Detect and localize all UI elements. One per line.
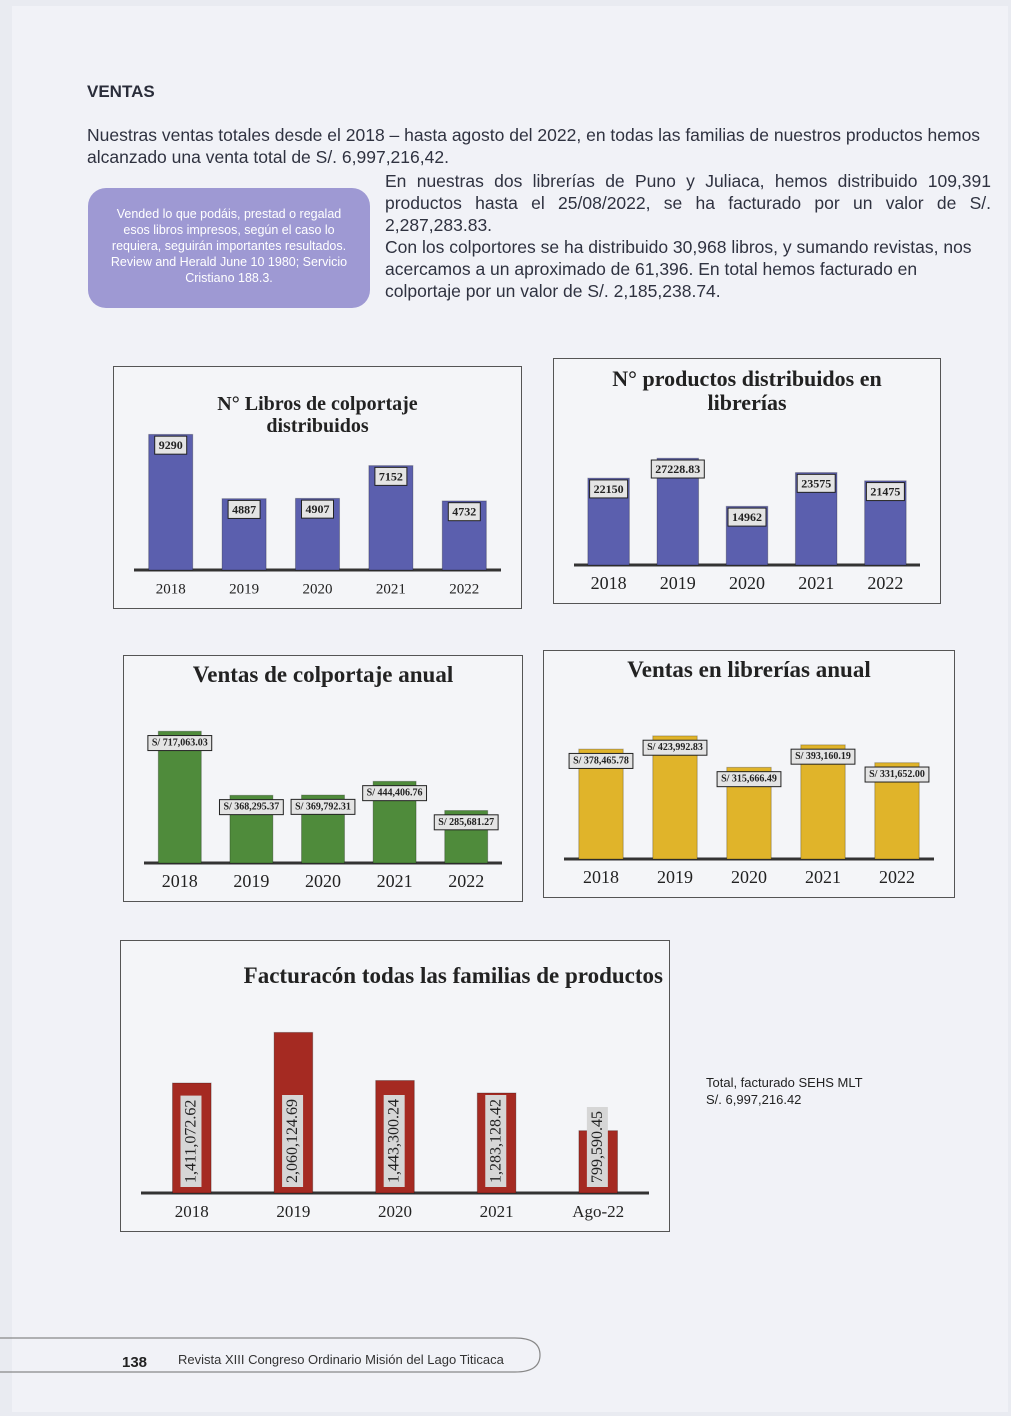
x-tick-label: 2018 [156, 581, 186, 597]
chart: 2018 1,411,072.62 2019 2,060,124.69 2020 1,44… [120, 940, 670, 1232]
x-tick-label: 2022 [879, 867, 915, 887]
x-tick-label: 2019 [233, 871, 269, 891]
chart: 2018 9290 2019 4887 2020 4907 2021 7152 2022 4732… [113, 366, 522, 609]
value-label-text: S/ 369,792.31 [295, 801, 351, 812]
value-label-text: S/ 368,295.37 [223, 802, 279, 813]
chart-title: N° productos distribuidos en librerías [582, 367, 912, 415]
value-label-text: 9290 [159, 438, 183, 452]
x-tick-label: 2019 [229, 581, 259, 597]
chart-title: Ventas de colportaje anual [133, 662, 513, 687]
chart: 2018 S/ 378,465.78 2019 S/ 423,992.83 2020 S/… [543, 650, 955, 898]
value-label-text: S/ 285,681.27 [438, 817, 494, 828]
paragraph: En nuestras dos librerías de Puno y Juli… [385, 170, 991, 236]
value-label-text: 22150 [594, 482, 624, 496]
value-label-text: 14962 [732, 510, 762, 524]
x-tick-label: 2022 [449, 581, 479, 597]
chart-plot: 2018 S/ 378,465.78 2019 S/ 423,992.83 2020 S/… [544, 651, 954, 897]
x-tick-label: 2018 [583, 867, 619, 887]
x-tick-label: 2021 [376, 581, 406, 597]
value-label-text: 1,283,128.42 [487, 1099, 504, 1183]
value-label: 1,411,072.62 [180, 1096, 201, 1187]
x-tick-label: 2019 [657, 867, 693, 887]
value-label-text: S/ 717,063.03 [152, 738, 208, 749]
x-tick-label: 2022 [867, 573, 903, 593]
chart-title: Ventas en librerías anual [549, 657, 949, 682]
x-tick-label: 2018 [591, 573, 627, 593]
x-tick-label: 2021 [377, 871, 413, 891]
chart-plot: 2018 S/ 717,063.03 2019 S/ 368,295.37 2020 S/… [124, 656, 522, 901]
value-label-text: 21475 [870, 485, 900, 499]
x-tick-label: 2021 [480, 1202, 514, 1221]
value-label: 1,443,300.24 [384, 1095, 405, 1187]
x-tick-label: 2020 [731, 867, 767, 887]
paragraph: Con los colportores se ha distribuido 30… [385, 236, 991, 302]
value-label-text: 4732 [452, 505, 476, 519]
chart-title: N° Libros de colportaje distribuidos [198, 393, 438, 437]
x-tick-label: Ago-22 [572, 1202, 624, 1221]
value-label-text: S/ 331,652.00 [869, 769, 925, 780]
x-tick-label: 2020 [378, 1202, 412, 1221]
value-label-text: S/ 315,666.49 [721, 774, 777, 785]
x-tick-label: 2019 [276, 1202, 310, 1221]
value-label-text: 799,590.45 [589, 1111, 606, 1183]
x-tick-label: 2021 [805, 867, 841, 887]
x-tick-label: 2020 [305, 871, 341, 891]
x-tick-label: 2022 [448, 871, 484, 891]
value-label-text: 23575 [801, 476, 831, 490]
value-label-text: S/ 378,465.78 [573, 755, 629, 766]
value-label: 799,590.45 [587, 1107, 608, 1187]
chart: 2018 22150 2019 27228.83 2020 14962 2021 23575 2… [553, 358, 941, 604]
value-label-text: 4907 [306, 502, 330, 516]
value-label: 1,283,128.42 [485, 1095, 506, 1187]
chart: 2018 S/ 717,063.03 2019 S/ 368,295.37 2020 S/… [123, 655, 523, 902]
x-tick-label: 2021 [798, 573, 834, 593]
value-label-text: S/ 393,160.19 [795, 751, 851, 762]
total-label: Total, facturado SEHS MLT [706, 1074, 863, 1091]
quote-box: Vended lo que podáis, prestad o regalad … [88, 188, 370, 308]
total-note: Total, facturado SEHS MLT S/. 6,997,216.… [706, 1074, 863, 1108]
x-tick-label: 2018 [162, 871, 198, 891]
chart-title: Facturacón todas las familias de product… [123, 963, 667, 988]
value-label-text: S/ 444,406.76 [367, 788, 423, 799]
value-label-text: S/ 423,992.83 [647, 742, 703, 753]
value-label: 2,060,124.69 [282, 1095, 303, 1187]
x-tick-label: 2020 [303, 581, 333, 597]
bar [149, 434, 193, 570]
value-label-text: 1,411,072.62 [182, 1100, 199, 1183]
total-value: S/. 6,997,216.42 [706, 1091, 863, 1108]
section-heading: VENTAS [87, 82, 155, 102]
x-tick-label: 2019 [660, 573, 696, 593]
value-label-text: 4887 [232, 502, 256, 516]
paragraph: Nuestras ventas totales desde el 2018 – … [87, 124, 992, 168]
x-tick-label: 2020 [729, 573, 765, 593]
value-label-text: 7152 [379, 469, 403, 483]
value-label-text: 27228.83 [655, 462, 700, 476]
x-tick-label: 2018 [175, 1202, 209, 1221]
value-label-text: 1,443,300.24 [386, 1099, 403, 1183]
page-number: 138 [122, 1354, 147, 1371]
page: VENTAS Nuestras ventas totales desde el … [0, 0, 1011, 1416]
value-label-text: 2,060,124.69 [284, 1099, 301, 1183]
footer-text: Revista XIII Congreso Ordinario Misión d… [178, 1352, 504, 1367]
